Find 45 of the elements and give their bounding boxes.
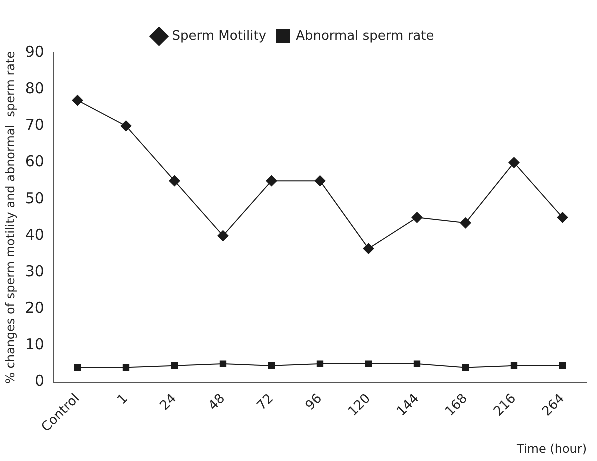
point bbox=[363, 243, 374, 254]
y-tick-label: 10 bbox=[25, 336, 44, 354]
point bbox=[559, 362, 566, 370]
point bbox=[220, 360, 227, 368]
x-tick-label: 264 bbox=[540, 391, 568, 420]
point bbox=[169, 176, 180, 187]
point bbox=[120, 120, 132, 132]
legend-label: Abnormal sperm rate bbox=[296, 28, 434, 44]
point bbox=[557, 212, 568, 224]
x-tick-label: 96 bbox=[303, 391, 326, 414]
point bbox=[414, 360, 421, 368]
point bbox=[72, 95, 84, 106]
point bbox=[510, 362, 518, 370]
x-tick-label: 120 bbox=[346, 391, 374, 420]
point bbox=[316, 360, 324, 368]
x-tick-label: 144 bbox=[394, 391, 422, 420]
y-tick-label: 70 bbox=[25, 116, 44, 134]
point bbox=[462, 364, 470, 372]
point bbox=[508, 157, 520, 168]
point bbox=[268, 362, 276, 370]
y-tick-label: 50 bbox=[25, 189, 44, 208]
point bbox=[122, 364, 130, 372]
y-axis-title: % changes of sperm motility and abnormal sperm rate bbox=[3, 51, 18, 384]
point bbox=[74, 364, 82, 372]
point bbox=[460, 218, 472, 229]
y-tick-label: 40 bbox=[25, 226, 44, 244]
y-tick-label: 80 bbox=[25, 79, 44, 98]
x-tick-label: 168 bbox=[442, 391, 471, 420]
y-tick-label: 30 bbox=[25, 262, 44, 280]
legend-label: Sperm Motility bbox=[172, 28, 267, 44]
x-tick-label: 72 bbox=[254, 391, 277, 414]
x-axis-title: Time (hour) bbox=[516, 442, 587, 456]
point bbox=[412, 212, 423, 224]
y-tick-label: 60 bbox=[25, 152, 44, 171]
point bbox=[365, 360, 372, 368]
point bbox=[218, 230, 229, 242]
x-tick-label: 1 bbox=[114, 391, 132, 408]
x-tick-label: 48 bbox=[206, 391, 228, 414]
point bbox=[171, 362, 178, 370]
point bbox=[314, 176, 326, 187]
y-tick-label: 90 bbox=[25, 42, 44, 61]
point bbox=[266, 176, 278, 187]
y-tick-label: 20 bbox=[25, 299, 44, 318]
x-tick-label: 24 bbox=[158, 391, 180, 414]
y-tick-label: 0 bbox=[34, 372, 44, 390]
